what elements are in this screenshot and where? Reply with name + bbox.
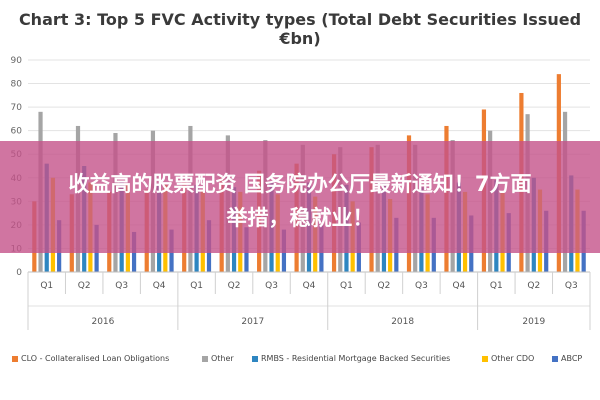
x-tick-label: Q2 <box>228 281 241 291</box>
x-tick-label: Q4 <box>153 281 166 291</box>
x-axis-ticks: Q1 Q2 Q3 Q4 Q1 Q2 Q3 Q4 Q1 Q2 Q3 Q4 Q1 Q2 Q3 2016 2017 20… <box>27 271 591 330</box>
x-tick-label: Q3 <box>415 281 428 291</box>
legend-swatch <box>252 355 258 362</box>
promo-banner-text: 收益高的股票配资 国务院办公厅最新通知！7方面 举措，稳就业！ <box>0 167 600 235</box>
x-tick-label: Q3 <box>565 281 578 291</box>
legend-item: Other CDO <box>482 354 534 363</box>
y-tick-label: 90 <box>11 56 23 66</box>
legend-swatch <box>12 355 18 362</box>
x-tick-label: Q3 <box>265 281 278 291</box>
x-tick-label: Q1 <box>340 281 353 291</box>
chart-legend: CLO - Collateralised Loan Obligations Oth… <box>12 352 592 368</box>
promo-line-1: 收益高的股票配资 国务院办公厅最新通知！7方面 <box>68 172 532 196</box>
promo-line-2: 举措，稳就业！ <box>226 206 374 230</box>
y-tick-label: 60 <box>11 127 23 137</box>
promo-banner <box>0 141 600 253</box>
legend-item: Other <box>202 354 234 363</box>
x-tick-label: Q2 <box>78 281 91 291</box>
x-tick-label: Q4 <box>303 281 316 291</box>
x-tick-label: Q2 <box>527 281 540 291</box>
x-tick-label: Q4 <box>452 281 465 291</box>
x-tick-label: Q1 <box>40 281 53 291</box>
legend-swatch <box>202 355 208 362</box>
legend-item: CLO - Collateralised Loan Obligations <box>12 354 169 363</box>
legend-swatch <box>552 355 558 362</box>
y-tick-label: 70 <box>11 103 23 113</box>
legend-swatch <box>482 355 488 362</box>
legend-label: Other <box>211 354 234 363</box>
x-tick-label: Q3 <box>115 281 128 291</box>
year-label: 2018 <box>391 317 414 327</box>
x-tick-label: Q1 <box>490 281 503 291</box>
legend-label: RMBS - Residential Mortgage Backed Secur… <box>261 354 451 363</box>
legend-label: ABCP <box>561 354 583 363</box>
legend-item: RMBS - Residential Mortgage Backed Secur… <box>252 354 450 363</box>
y-tick-label: 0 <box>16 268 22 278</box>
x-tick-label: Q1 <box>190 281 203 291</box>
chart-title: Chart 3: Top 5 FVC Activity types (Total… <box>18 10 582 48</box>
year-label: 2017 <box>241 317 264 327</box>
legend-label: Other CDO <box>491 354 535 363</box>
year-label: 2019 <box>522 317 545 327</box>
legend-label: CLO - Collateralised Loan Obligations <box>21 354 170 363</box>
year-label: 2016 <box>91 317 114 327</box>
y-tick-label: 80 <box>11 80 23 90</box>
legend-item: ABCP <box>552 354 582 363</box>
x-tick-label: Q2 <box>378 281 391 291</box>
